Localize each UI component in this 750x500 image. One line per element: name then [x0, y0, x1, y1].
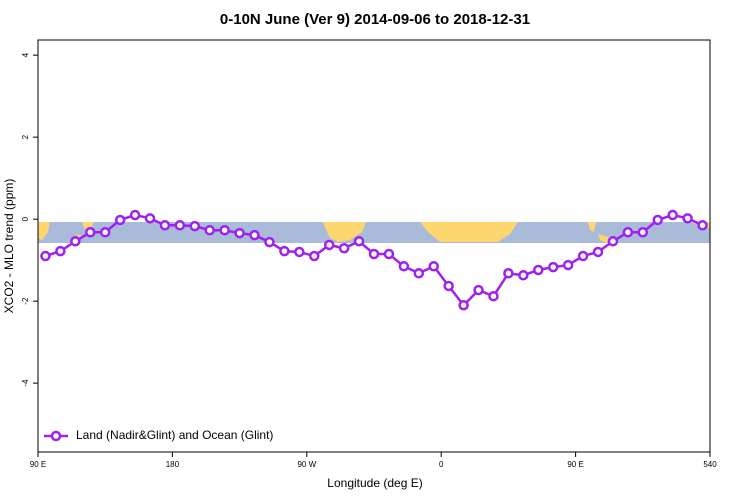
data-point	[40, 250, 51, 262]
y-tick-label: 2	[21, 134, 30, 139]
data-point	[667, 209, 678, 221]
x-tick-label: 540	[703, 460, 717, 469]
data-point	[562, 259, 574, 271]
data-point	[443, 280, 454, 292]
y-tick-label: -2	[21, 297, 30, 305]
data-point	[637, 227, 649, 238]
x-tick-label: 90 E	[30, 460, 46, 469]
data-point	[458, 299, 469, 311]
data-point	[682, 213, 693, 224]
y-tick-label: 0	[21, 216, 30, 221]
data-point	[129, 209, 141, 221]
y-axis-label: XCO2 - MLO trend (ppm)	[2, 179, 16, 314]
data-point	[592, 246, 604, 258]
data-point	[264, 236, 275, 248]
data-point	[547, 261, 559, 273]
data-point	[503, 268, 514, 279]
data-point	[607, 236, 619, 247]
data-point	[413, 268, 425, 279]
data-point	[622, 227, 634, 238]
x-tick-label: 180	[166, 460, 180, 469]
data-point	[323, 239, 335, 251]
data-point	[174, 220, 186, 231]
data-point	[488, 290, 499, 302]
data-point	[204, 224, 215, 236]
data-point	[338, 243, 350, 254]
data-point	[55, 245, 66, 257]
y-tick-label: -4	[21, 379, 30, 387]
data-point	[518, 270, 529, 281]
x-tick-label: 90 E	[567, 460, 583, 469]
data-point	[189, 220, 201, 232]
plot-frame	[37, 39, 711, 453]
data-point	[697, 220, 708, 231]
data-point	[368, 248, 380, 260]
data-point	[383, 248, 395, 260]
data-point	[309, 250, 320, 262]
data-point	[99, 227, 111, 238]
data-point	[85, 227, 96, 238]
data-point	[249, 229, 260, 241]
data-point	[353, 236, 365, 247]
data-point	[398, 261, 410, 272]
data-point	[144, 213, 156, 224]
data-point	[279, 245, 290, 257]
data-point	[652, 214, 663, 226]
x-tick-label: 0	[439, 460, 444, 469]
data-point	[234, 227, 245, 239]
data-point	[70, 236, 81, 247]
data-point	[428, 261, 439, 272]
legend-label: Land (Nadir&Glint) and Ocean (Glint)	[76, 428, 273, 442]
data-point	[219, 224, 230, 236]
data-point	[473, 284, 484, 296]
legend-marker	[50, 430, 62, 442]
data-point	[159, 220, 171, 231]
data-point	[533, 264, 544, 276]
data-point	[114, 214, 126, 226]
y-tick-label: 4	[21, 52, 30, 57]
x-axis-label: Longitude (deg E)	[327, 476, 422, 490]
data-point	[294, 246, 305, 258]
chart-title: 0-10N June (Ver 9) 2014-09-06 to 2018-12…	[220, 11, 530, 28]
data-point	[577, 250, 589, 262]
x-tick-label: 90 W	[297, 460, 316, 469]
